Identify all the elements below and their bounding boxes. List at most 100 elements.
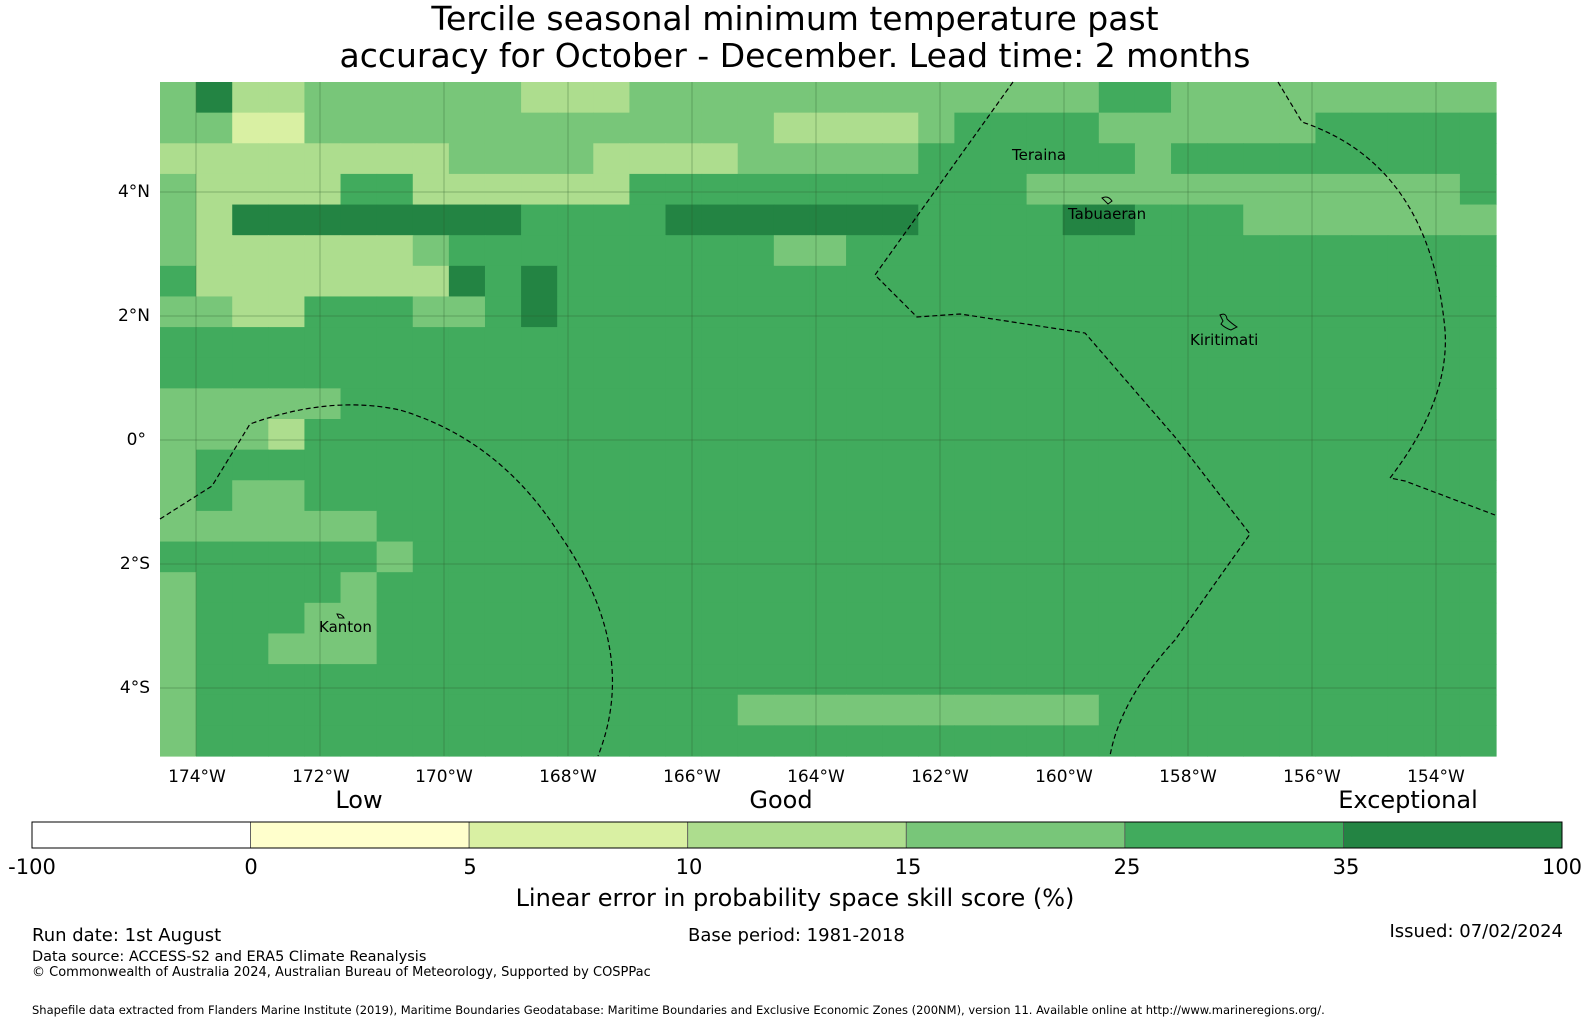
grid-cell bbox=[773, 82, 811, 114]
grid-cell bbox=[484, 664, 522, 696]
grid-cell bbox=[1062, 204, 1100, 236]
grid-cell bbox=[1134, 694, 1172, 726]
grid-cell bbox=[846, 541, 883, 573]
grid-cell bbox=[1459, 112, 1497, 144]
colorbar-label-7: 100 bbox=[1541, 855, 1583, 879]
grid-cell bbox=[340, 664, 378, 696]
grid-cell bbox=[918, 541, 955, 573]
grid-cell bbox=[773, 633, 811, 665]
grid-cell bbox=[1098, 664, 1136, 696]
grid-cell bbox=[1351, 327, 1389, 359]
grid-cell bbox=[1387, 541, 1425, 573]
grid-cell bbox=[1098, 541, 1136, 573]
grid-cell bbox=[809, 572, 847, 604]
grid-cell bbox=[1459, 388, 1497, 420]
grid-cell bbox=[268, 541, 306, 573]
grid-cell bbox=[1315, 664, 1353, 696]
grid-cell bbox=[846, 204, 883, 236]
legend-heading-exceptional: Exceptional bbox=[1338, 786, 1478, 814]
grid-cell bbox=[954, 633, 992, 665]
grid-cell bbox=[304, 327, 342, 359]
grid-cell bbox=[521, 480, 558, 512]
grid-cell bbox=[665, 265, 703, 298]
grid-cell bbox=[1062, 510, 1100, 543]
grid-cell bbox=[1315, 541, 1353, 573]
colorbar bbox=[31, 821, 1563, 849]
lon-tick-174w: 174°W bbox=[168, 767, 226, 787]
grid-cell bbox=[846, 664, 883, 696]
grid-cell bbox=[846, 112, 883, 144]
grid-cell bbox=[701, 204, 739, 236]
grid-cell bbox=[160, 572, 197, 604]
grid-cell bbox=[557, 664, 594, 696]
grid-cell bbox=[1062, 480, 1100, 512]
grid-cell bbox=[737, 204, 775, 236]
grid-cell bbox=[232, 572, 269, 604]
grid-cell bbox=[954, 173, 992, 206]
grid-cell bbox=[268, 296, 306, 328]
grid-cell bbox=[340, 112, 378, 144]
grid-cell bbox=[846, 633, 883, 665]
grid-cell bbox=[268, 265, 306, 298]
grid-cell bbox=[954, 327, 992, 359]
grid-cell bbox=[160, 694, 197, 726]
grid-cell bbox=[521, 143, 558, 175]
grid-cell bbox=[412, 725, 450, 757]
grid-cell bbox=[665, 541, 703, 573]
grid-cell bbox=[1134, 296, 1172, 328]
grid-cell bbox=[809, 112, 847, 144]
grid-cell bbox=[773, 510, 811, 543]
grid-cell bbox=[990, 173, 1028, 206]
grid-cell bbox=[1171, 510, 1208, 543]
grid-cell bbox=[268, 388, 306, 420]
grid-cell bbox=[448, 449, 486, 481]
grid-cell bbox=[1459, 664, 1497, 696]
grid-cell bbox=[1351, 112, 1389, 144]
grid-cell bbox=[954, 82, 992, 114]
grid-cell bbox=[1134, 725, 1172, 757]
grid-cell bbox=[882, 541, 919, 573]
grid-cell bbox=[846, 419, 883, 451]
grid-cell bbox=[1459, 235, 1497, 267]
grid-cell bbox=[160, 449, 197, 481]
grid-cell bbox=[1207, 327, 1244, 359]
grid-cell bbox=[809, 235, 847, 267]
grid-cell bbox=[268, 235, 306, 267]
grid-cell bbox=[1387, 449, 1425, 481]
grid-cell bbox=[1459, 725, 1497, 757]
grid-cell bbox=[882, 419, 919, 451]
grid-cell bbox=[1098, 296, 1136, 328]
grid-cell bbox=[196, 143, 233, 175]
grid-cell bbox=[1098, 633, 1136, 665]
grid-cell bbox=[990, 112, 1028, 144]
grid-cell bbox=[196, 265, 233, 298]
grid-cell bbox=[376, 449, 414, 481]
grid-cell bbox=[1423, 694, 1461, 726]
grid-cell bbox=[773, 419, 811, 451]
grid-cell bbox=[340, 572, 378, 604]
grid-cell bbox=[1387, 388, 1425, 420]
grid-cell bbox=[954, 419, 992, 451]
grid-cell bbox=[629, 235, 667, 267]
grid-cell bbox=[1243, 664, 1280, 696]
grid-cell bbox=[1387, 694, 1425, 726]
grid-cell bbox=[701, 388, 739, 420]
grid-cell bbox=[196, 602, 233, 635]
grid-cell bbox=[448, 694, 486, 726]
grid-cell bbox=[1098, 143, 1136, 175]
grid-cell bbox=[1387, 112, 1425, 144]
grid-cell bbox=[196, 388, 233, 420]
grid-cell bbox=[1062, 633, 1100, 665]
grid-cell bbox=[412, 633, 450, 665]
grid-cell bbox=[954, 725, 992, 757]
grid-cell bbox=[629, 510, 667, 543]
grid-cell bbox=[521, 725, 558, 757]
grid-cell bbox=[1026, 357, 1064, 389]
lon-tick-158w: 158°W bbox=[1159, 767, 1217, 787]
grid-cell bbox=[160, 143, 197, 175]
grid-cell bbox=[1171, 204, 1208, 236]
grid-cell bbox=[448, 572, 486, 604]
grid-cell bbox=[990, 419, 1028, 451]
grid-cell bbox=[268, 112, 306, 144]
grid-cell bbox=[1026, 602, 1064, 635]
